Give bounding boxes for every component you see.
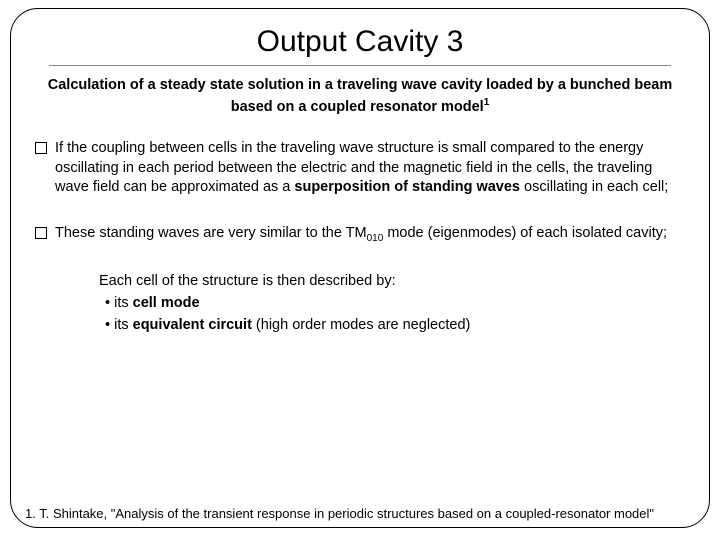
square-bullet-icon <box>35 142 47 154</box>
bullet-item-1: If the coupling between cells in the tra… <box>29 139 691 198</box>
bullet-text-1: If the coupling between cells in the tra… <box>55 139 685 198</box>
indent-item-1: • its cell mode <box>99 293 691 315</box>
indent-item-2: • its equivalent circuit (high order mod… <box>99 315 691 337</box>
slide-title: Output Cavity 3 <box>29 25 691 59</box>
slide-frame: Output Cavity 3 Calculation of a steady … <box>10 8 710 528</box>
footnote: 1. T. Shintake, "Analysis of the transie… <box>25 506 709 521</box>
indent-block: Each cell of the structure is then descr… <box>29 271 691 336</box>
slide-subtitle: Calculation of a steady state solution i… <box>29 76 691 117</box>
bullet-item-2: These standing waves are very similar to… <box>29 224 691 245</box>
title-underline <box>49 65 671 66</box>
indent-intro: Each cell of the structure is then descr… <box>99 271 691 293</box>
square-bullet-icon <box>35 227 47 239</box>
bullet-text-2: These standing waves are very similar to… <box>55 224 667 245</box>
